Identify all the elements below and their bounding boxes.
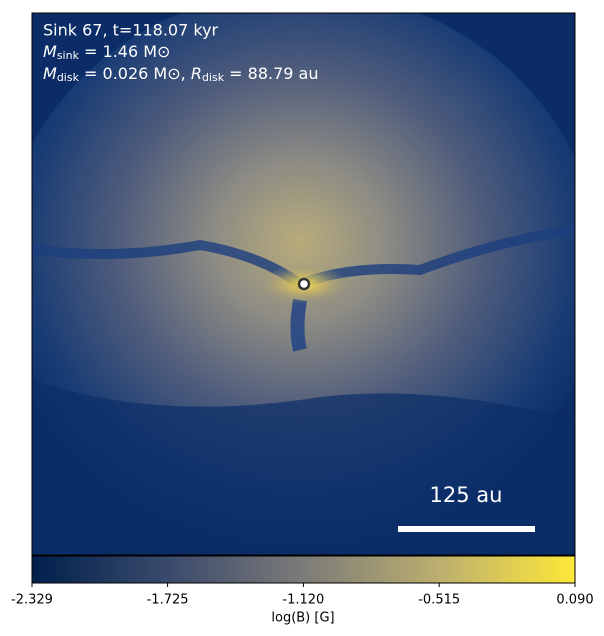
colorbar-tick-label: -1.725	[147, 593, 189, 608]
colorbar-tick-label: -1.120	[282, 593, 324, 608]
image-frame	[31, 12, 576, 556]
symbol: R	[191, 64, 202, 83]
symbol: M	[43, 42, 57, 61]
annotation-text: = 0.026 M⊙,	[79, 64, 191, 83]
sink-marker	[297, 277, 311, 291]
colorbar-tick-label: -0.515	[418, 593, 460, 608]
annotation: Msink = 1.46 M⊙	[43, 42, 170, 63]
scale-bar-label: 125 au	[430, 483, 503, 507]
colorbar-tick-label: 0.090	[556, 593, 593, 608]
symbol: M	[43, 64, 57, 83]
annotation-text: = 1.46 M⊙	[79, 42, 171, 61]
subscript: disk	[202, 71, 225, 84]
annotation: Mdisk = 0.026 M⊙, Rdisk = 88.79 au	[43, 64, 319, 85]
colorbar-label: log(B) [G]	[271, 611, 334, 626]
subscript: sink	[57, 49, 80, 62]
subscript: disk	[57, 71, 80, 84]
annotation-text: = 88.79 au	[224, 64, 318, 83]
field-image	[32, 13, 575, 555]
annotation: Sink 67, t=118.07 kyr	[43, 21, 219, 40]
colorbar	[31, 555, 576, 584]
colorbar-tick-label: -2.329	[11, 593, 53, 608]
